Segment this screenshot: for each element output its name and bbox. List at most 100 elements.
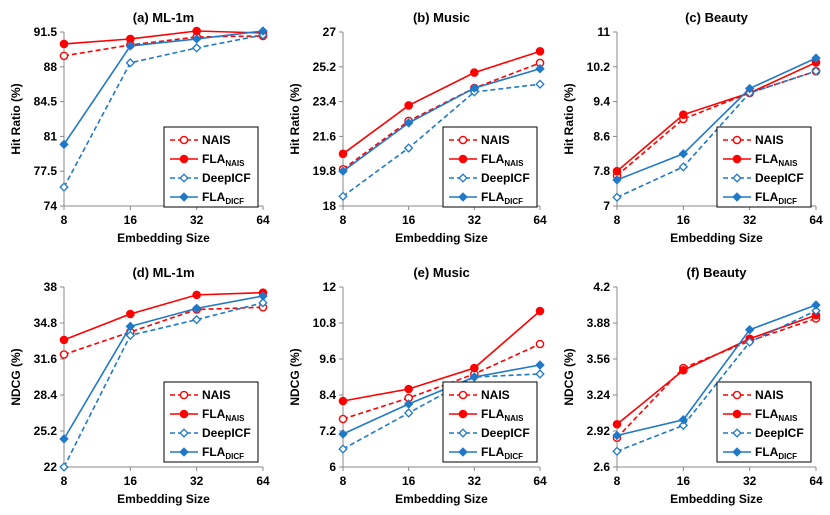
legend-name: FLA (481, 152, 505, 166)
series-line (616, 70, 817, 177)
legend-name: NAIS (481, 133, 510, 147)
chart-panel-2: 18 19.8 21.6 23.4 25.2 27 8 16 32 64 (b) Music Embe… (288, 10, 547, 245)
y-tick-label: 84.5 (34, 95, 58, 109)
legend-name: FLA (755, 407, 779, 421)
series-line (342, 50, 541, 155)
y-tick-label: 2.6 (593, 460, 610, 474)
legend-label: FLANAIS (755, 152, 798, 168)
chart-title: (d) ML-1m (132, 265, 194, 280)
data-point (191, 303, 202, 314)
x-tick-label: 32 (468, 474, 482, 488)
x-tick-label: 16 (402, 474, 416, 488)
data-point (59, 462, 69, 472)
data-point (125, 321, 136, 332)
legend-marker (179, 192, 189, 202)
x-axis-label: Embedding Size (670, 231, 763, 245)
legend-marker (732, 154, 742, 164)
data-point (191, 34, 202, 44)
legend-subscript: DICF (504, 197, 523, 206)
series-line (616, 314, 817, 425)
data-point (535, 339, 545, 349)
chart-title: (a) ML-1m (133, 10, 194, 25)
y-tick-label: 38 (44, 280, 58, 294)
y-tick-label: 91.5 (34, 25, 58, 39)
legend-marker (732, 428, 742, 438)
legend-subscript: NAIS (504, 159, 524, 168)
legend-name: FLA (755, 190, 779, 204)
legend-label: DeepICF (755, 426, 804, 440)
legend-marker (179, 447, 189, 457)
data-point (59, 350, 69, 359)
y-tick-label: 6 (329, 460, 336, 474)
data-point (59, 139, 69, 150)
x-tick-label: 8 (61, 474, 68, 488)
y-axis-label: Hit Ratio (%) (562, 83, 576, 154)
legend-name: FLA (481, 190, 505, 204)
data-point (338, 414, 348, 424)
y-tick-label: 28.4 (34, 388, 58, 402)
series-line (63, 30, 264, 145)
legend-subscript: DICF (225, 197, 244, 206)
x-axis-label: Embedding Size (395, 492, 488, 506)
x-tick-label: 8 (614, 474, 621, 488)
legend-label: FLADICF (481, 445, 523, 461)
data-point (403, 143, 414, 153)
chart-panel-4: 22 25.2 28.4 31.6 34.8 38 8 16 32 64 (d) ML-1m Embe… (9, 265, 270, 506)
legend-marker (732, 409, 742, 419)
legend-name: NAIS (755, 388, 784, 402)
y-axis-label: NDCG (%) (562, 348, 576, 405)
data-point (403, 408, 414, 418)
x-tick-label: 8 (340, 213, 347, 227)
data-point (125, 330, 136, 341)
data-point (404, 384, 413, 394)
legend-marker (179, 173, 189, 183)
data-point (535, 360, 545, 370)
legend-label: DeepICF (755, 171, 804, 185)
data-point (679, 110, 688, 119)
series-2 (59, 288, 268, 345)
data-point (535, 79, 545, 89)
data-point (469, 372, 480, 382)
legend-label: FLADICF (755, 190, 797, 206)
data-point (744, 337, 755, 347)
legend-name: NAIS (481, 388, 510, 402)
y-tick-label: 9.6 (319, 352, 336, 366)
series-line (63, 30, 264, 45)
legend-name: DeepICF (755, 171, 804, 185)
legend-subscript: NAIS (225, 159, 245, 168)
y-tick-label: 3.56 (587, 352, 611, 366)
series-2 (59, 26, 268, 49)
legend-marker (179, 409, 189, 419)
data-point (338, 166, 348, 176)
data-point (404, 101, 413, 110)
series-4 (338, 64, 545, 176)
data-point (192, 290, 201, 300)
data-point (612, 192, 622, 203)
y-tick-label: 7 (603, 199, 610, 213)
legend-name: DeepICF (755, 426, 804, 440)
data-point (535, 47, 545, 56)
legend-name: DeepICF (481, 426, 530, 440)
data-point (258, 291, 268, 301)
series-line (342, 373, 541, 450)
y-axis-label: NDCG (%) (9, 348, 23, 405)
legend-marker (458, 173, 468, 183)
y-tick-label: 9.4 (593, 95, 610, 109)
data-point (403, 399, 414, 409)
data-point (469, 83, 480, 93)
legend-name: NAIS (755, 133, 784, 147)
series-3 (59, 30, 268, 192)
legend-name: FLA (481, 407, 505, 421)
x-axis-label: Embedding Size (395, 231, 488, 245)
y-tick-label: 8.4 (319, 388, 336, 402)
chart-panel-5: 6 7.2 8.4 9.6 10.8 12 8 16 32 64 (e) Music Embeddin… (288, 265, 547, 506)
y-tick-label: 27 (323, 25, 337, 39)
legend-label: DeepICF (481, 426, 530, 440)
series-1 (59, 31, 268, 61)
legend-label: FLADICF (755, 445, 797, 461)
y-tick-label: 88 (44, 60, 58, 74)
chart-panel-1: 74 77.5 81 84.5 88 91.5 8 16 32 64 (a) ML-1m Embedd… (9, 10, 270, 245)
x-axis-label: Embedding Size (117, 231, 210, 245)
